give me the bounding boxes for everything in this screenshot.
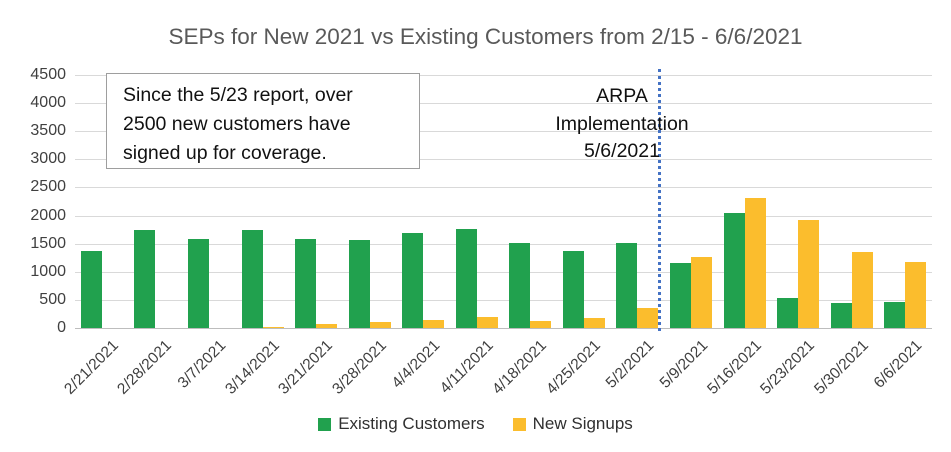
bar-existing-customers	[80, 251, 102, 328]
x-axis-tick-label: 2/21/2021	[61, 337, 122, 398]
y-axis-tick-label: 1000	[30, 262, 66, 280]
bar-new-signups	[851, 251, 873, 328]
bar-existing-customers	[830, 302, 852, 328]
bar-existing-customers	[777, 297, 799, 328]
vline-label-line-3: 5/6/2021	[584, 140, 660, 162]
vline-label-line-1: ARPA	[596, 85, 648, 107]
y-axis-tick-label: 0	[57, 319, 66, 336]
bar-existing-customers	[884, 302, 906, 328]
x-axis-tick-label: 3/14/2021	[221, 337, 283, 398]
bar-new-signups	[744, 198, 766, 328]
vline-label-line-2: Implementation	[555, 112, 689, 135]
y-axis-tick-label: 4000	[30, 94, 66, 112]
y-axis-tick-label: 1500	[30, 234, 66, 252]
gridline	[75, 299, 932, 301]
y-axis-tick-label: 3500	[30, 122, 66, 140]
x-axis-tick-label: 5/23/2021	[757, 337, 819, 398]
bar-new-signups	[530, 320, 552, 328]
gridline	[75, 187, 932, 189]
bar-existing-customers	[241, 230, 263, 328]
annotation-line-3: signed up for coverage.	[123, 142, 327, 164]
gridline	[75, 215, 932, 217]
x-axis-tick-label: 2/28/2021	[114, 337, 176, 398]
bar-new-signups	[798, 220, 820, 328]
bar-existing-customers	[723, 212, 745, 328]
x-axis-tick-label: 4/18/2021	[489, 337, 551, 398]
legend-item: Existing Customers	[318, 414, 485, 434]
x-axis-tick-label: 4/11/2021	[436, 337, 497, 397]
annotation-box: Since the 5/23 report, over 2500 new cus…	[106, 73, 420, 169]
y-axis-tick-label: 2500	[30, 178, 66, 196]
bar-existing-customers	[616, 243, 638, 328]
x-axis-tick-label: 5/2/2021	[602, 337, 658, 392]
bar-existing-customers	[402, 233, 424, 328]
annotation-line-2: 2500 new customers have	[123, 113, 351, 135]
x-axis-tick-label: 5/9/2021	[656, 337, 712, 392]
gridline	[75, 75, 932, 76]
y-axis-tick-label: 4500	[30, 66, 66, 83]
bar-existing-customers	[348, 240, 370, 328]
bar-existing-customers	[187, 238, 209, 328]
x-axis-tick-label: 5/30/2021	[810, 337, 872, 398]
bar-new-signups	[262, 326, 284, 328]
bar-existing-customers	[455, 228, 477, 328]
y-axis-tick-label: 3000	[30, 150, 66, 168]
bar-new-signups	[476, 316, 498, 328]
x-axis-tick-label: 5/16/2021	[703, 337, 765, 398]
vline-label: ARPA Implementation 5/6/2021	[518, 83, 726, 166]
x-axis-line	[75, 328, 932, 329]
gridline	[75, 243, 932, 245]
bar-existing-customers	[134, 229, 156, 328]
legend-item: New Signups	[512, 414, 633, 434]
x-axis-tick-label: 6/6/2021	[870, 337, 926, 392]
x-axis-tick-label: 3/28/2021	[328, 337, 390, 398]
bar-new-signups	[637, 308, 659, 328]
annotation-line-1: Since the 5/23 report, over	[123, 84, 353, 106]
bar-existing-customers	[670, 262, 691, 328]
x-axis-tick-label: 4/4/2021	[388, 337, 444, 392]
bar-new-signups	[316, 324, 337, 328]
bar-existing-customers	[295, 239, 316, 328]
bar-new-signups	[369, 322, 391, 328]
bar-existing-customers	[509, 242, 531, 328]
bar-new-signups	[423, 319, 445, 328]
bar-existing-customers	[562, 251, 584, 328]
legend-label: Existing Customers	[338, 414, 485, 433]
chart-title: SEPs for New 2021 vs Existing Customers …	[168, 24, 803, 49]
legend-label: New Signups	[532, 414, 633, 433]
arpa-implementation-vline	[658, 69, 661, 331]
gridline	[75, 159, 932, 161]
y-axis-tick-label: 500	[39, 290, 66, 308]
legend-swatch-icon	[318, 417, 332, 431]
x-axis-tick-label: 3/7/2021	[174, 337, 229, 392]
x-axis-tick-label: 4/25/2021	[543, 337, 604, 398]
bar-new-signups	[691, 257, 712, 328]
bar-new-signups	[905, 261, 927, 328]
bar-new-signups	[583, 318, 605, 328]
gridline	[75, 271, 932, 273]
x-axis-tick-label: 3/21/2021	[275, 337, 337, 398]
gridline	[75, 131, 932, 133]
legend-swatch-icon	[512, 417, 526, 431]
legend: Existing Customers New Signups	[0, 414, 951, 434]
gridline	[75, 103, 932, 105]
y-axis-tick-label: 2000	[30, 206, 66, 224]
